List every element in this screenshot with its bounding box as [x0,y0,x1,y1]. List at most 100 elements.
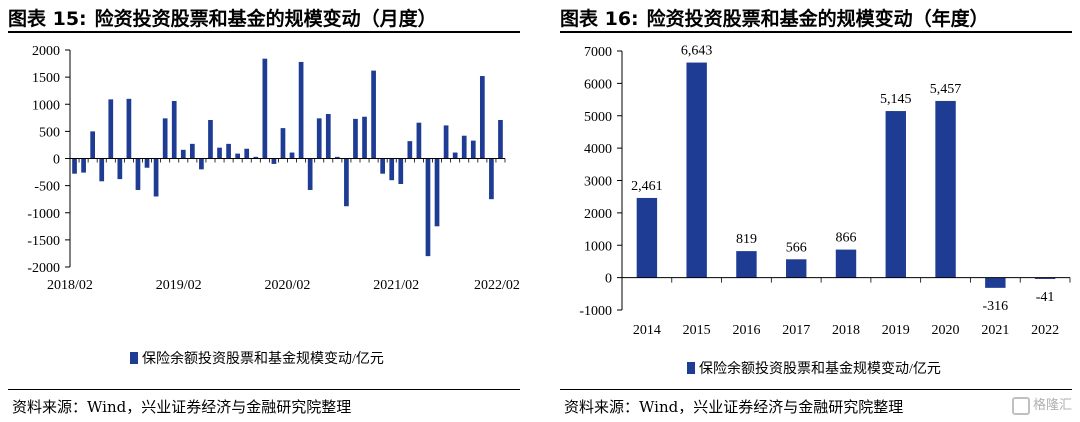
y-tick-label: 1000 [32,98,60,113]
y-tick-label: 1500 [32,71,60,86]
y-tick-label: 0 [605,272,612,287]
bar [325,114,331,159]
y-tick-label: 1000 [584,239,612,254]
y-tick-label: 0 [53,153,60,168]
y-tick-label: 6000 [584,77,612,92]
bar [262,58,268,159]
bar [171,100,177,159]
bar [398,158,404,184]
y-tick-label: 3000 [584,175,612,190]
bar [289,152,295,159]
data-label: 866 [836,231,857,246]
data-label: 2,461 [631,179,663,194]
figure-title-text: 险资投资股票和基金的规模变动（年度） [646,8,989,30]
bar [298,61,304,159]
y-tick-label: -1000 [579,304,612,319]
watermark: 格隆汇 [1011,394,1072,415]
bar [307,158,313,190]
bar [425,158,431,257]
bar [199,158,204,170]
bar [498,119,503,159]
data-label: 5,457 [930,82,962,97]
bar [935,100,956,278]
x-tick-label: 2019 [882,323,910,338]
bar [736,251,757,278]
bar [344,158,349,207]
figure-title-text: 险资投资股票和基金的规模变动（月度） [94,8,437,30]
y-tick-label: 500 [39,125,60,140]
x-tick-label: 2022 [1031,323,1059,338]
figure-label: 图表 16: [560,8,639,30]
bar [461,135,467,159]
legend-label: 保险余额投资股票和基金规模变动/亿元 [699,360,941,377]
bar [316,118,322,159]
bar [786,259,807,278]
data-label: 5,145 [880,92,912,107]
y-tick-label: 5000 [584,110,612,125]
bar [162,118,168,159]
monthly-bar-chart: -2000 -1500 -1000 -500 0 500 1000 1500 2000 2018/… [27,44,520,367]
y-tick-label: 7000 [584,45,612,60]
x-tick-label: 2021/02 [373,278,419,293]
watermark-text: 格隆汇 [1032,398,1072,413]
bar [371,70,376,159]
y-tick-label: -500 [34,180,60,195]
source-rule [560,389,1072,390]
source-rule [8,389,520,390]
data-label: -316 [982,299,1008,314]
x-tick-label: 2014 [633,323,661,338]
data-label: 6,643 [681,44,713,59]
bar [226,143,231,159]
bar [117,158,123,180]
bar [1034,277,1056,279]
bar [144,158,150,168]
bar [72,158,77,174]
bar [253,156,259,159]
bar [153,158,159,197]
figure-label: 图表 15: [8,8,87,30]
x-tick-label: 2021 [981,323,1009,338]
bar [189,143,195,159]
y-tick-label: -2000 [27,261,60,276]
y-tick-label: 2000 [584,207,612,222]
bar [479,76,485,159]
bar [452,152,458,159]
bar [686,62,707,278]
x-tick-label: 2019/02 [156,278,202,293]
bar [244,148,250,159]
bar [443,125,449,159]
bar [416,122,422,159]
monthly-chart-panel: 图表 15: 险资投资股票和基金的规模变动（月度） -2000 -1500 -1000… [0,0,528,422]
bar [81,158,86,173]
bar [362,116,367,159]
bar [636,197,658,278]
x-tick-label: 2017 [782,323,810,338]
bar [434,158,440,227]
bar [99,158,105,182]
legend-swatch [130,352,138,364]
bar [489,158,494,200]
data-label: -41 [1036,290,1055,305]
y-tick-label: -1500 [27,234,60,249]
bar [126,98,132,159]
annual-bar-chart: -1000 0 1000 2000 3000 4000 5000 6000 7000 2,461 6… [579,44,1071,377]
bar [235,153,241,159]
x-tick-label: 2018/02 [47,278,93,293]
x-tick-label: 2016 [732,323,760,338]
figure-title-right: 图表 16: 险资投资股票和基金的规模变动（年度） [560,4,997,31]
legend-swatch [687,362,695,374]
x-tick-label: 2018 [832,323,860,338]
bar [271,158,277,164]
title-rule [560,31,1072,33]
bar [835,249,857,278]
data-label: 566 [786,240,807,255]
y-tick-label: -1000 [27,207,60,222]
source-note: 资料来源：Wind，兴业证券经济与金融研究院整理 [12,398,352,416]
bar [985,277,1006,288]
bar [180,149,186,159]
x-tick-label: 2020 [932,323,960,338]
bar [407,141,413,159]
y-tick-label: 4000 [584,142,612,157]
y-tick-label: 2000 [32,44,60,59]
bar [389,158,395,181]
